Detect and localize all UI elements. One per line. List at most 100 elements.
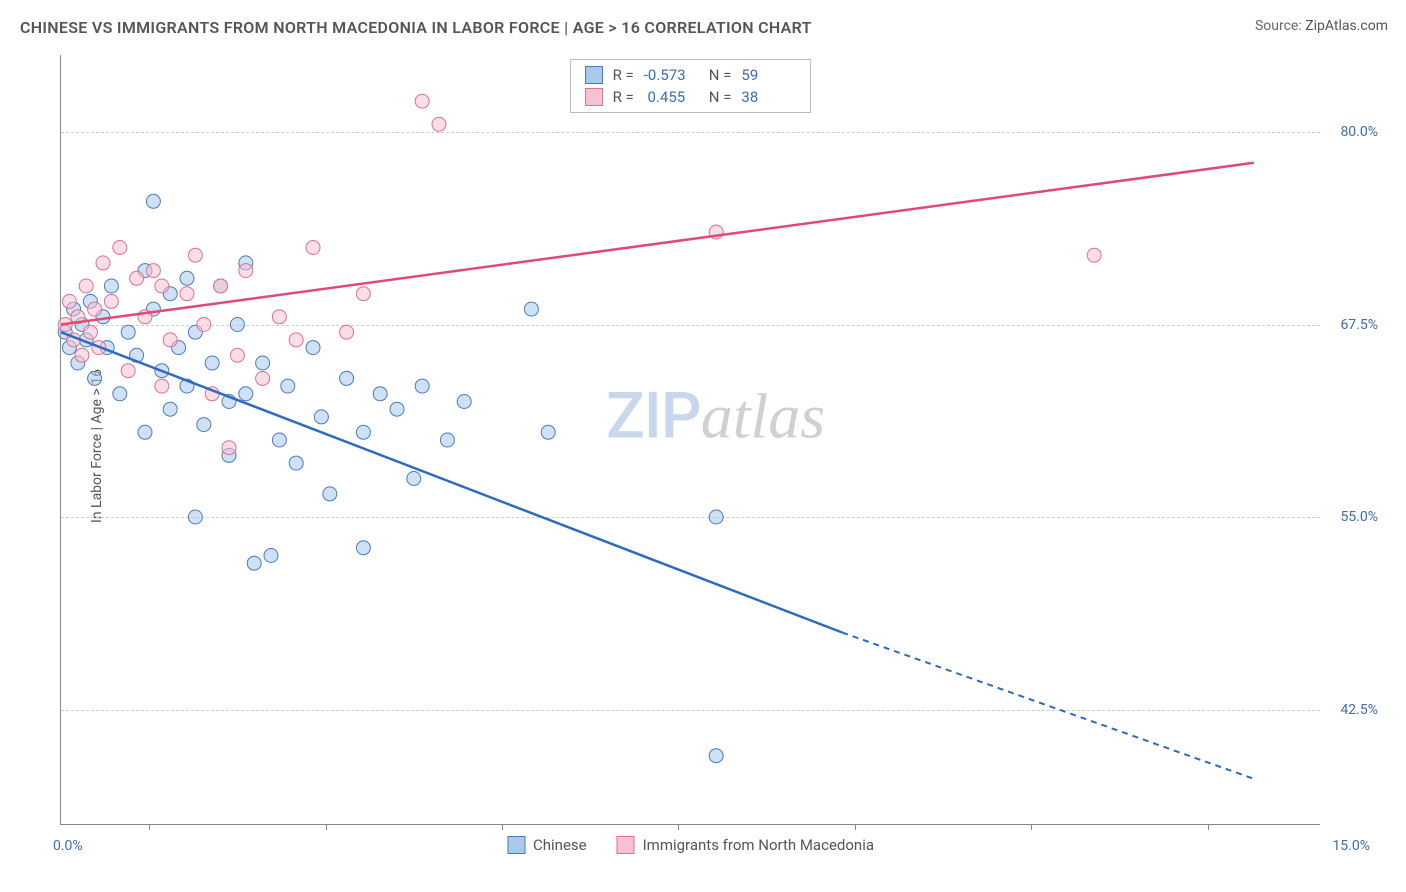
r-value-chinese: -0.573 bbox=[644, 66, 699, 84]
swatch-chinese-bottom bbox=[507, 836, 525, 854]
x-tick bbox=[1031, 824, 1032, 830]
scatter-point bbox=[256, 371, 270, 385]
scatter-point bbox=[104, 279, 118, 293]
scatter-point bbox=[230, 318, 244, 332]
scatter-point bbox=[340, 325, 354, 339]
scatter-point bbox=[121, 325, 135, 339]
scatter-point bbox=[541, 425, 555, 439]
scatter-point bbox=[130, 271, 144, 285]
correlation-legend: R = -0.573 N = 59 R = 0.455 N = 38 bbox=[570, 59, 812, 113]
scatter-svg bbox=[61, 55, 1320, 824]
scatter-point bbox=[138, 425, 152, 439]
scatter-point bbox=[390, 402, 404, 416]
scatter-point bbox=[1087, 248, 1101, 262]
trend-line bbox=[61, 332, 842, 632]
scatter-point bbox=[214, 279, 228, 293]
x-tick bbox=[678, 824, 679, 830]
scatter-point bbox=[524, 302, 538, 316]
x-axis-min-label: 0.0% bbox=[53, 838, 83, 854]
scatter-point bbox=[96, 256, 110, 270]
scatter-point bbox=[88, 302, 102, 316]
source-label: Source: bbox=[1255, 18, 1302, 34]
legend-item-chinese: Chinese bbox=[507, 836, 587, 854]
scatter-point bbox=[407, 472, 421, 486]
x-axis-max-label: 15.0% bbox=[1332, 838, 1370, 854]
plot-area: 42.5%55.0%67.5%80.0% ZIPatlas R = -0.573… bbox=[60, 55, 1320, 825]
r-label: R = bbox=[613, 88, 634, 106]
series-legend: Chinese Immigrants from North Macedonia bbox=[507, 836, 874, 854]
scatter-point bbox=[79, 279, 93, 293]
scatter-point bbox=[180, 287, 194, 301]
scatter-point bbox=[155, 379, 169, 393]
x-tick bbox=[1208, 824, 1209, 830]
r-value-macedonia: 0.455 bbox=[644, 88, 699, 106]
scatter-point bbox=[709, 749, 723, 763]
swatch-macedonia bbox=[585, 88, 603, 106]
trend-line bbox=[61, 163, 1254, 325]
scatter-point bbox=[432, 117, 446, 131]
scatter-point bbox=[88, 371, 102, 385]
scatter-point bbox=[62, 294, 76, 308]
source-link[interactable]: ZipAtlas.com bbox=[1305, 18, 1388, 34]
scatter-point bbox=[247, 556, 261, 570]
n-value-chinese: 59 bbox=[741, 66, 796, 84]
scatter-point bbox=[323, 487, 337, 501]
x-tick bbox=[855, 824, 856, 830]
scatter-point bbox=[180, 271, 194, 285]
scatter-point bbox=[197, 418, 211, 432]
scatter-point bbox=[205, 356, 219, 370]
scatter-point bbox=[415, 379, 429, 393]
scatter-point bbox=[146, 264, 160, 278]
x-tick bbox=[326, 824, 327, 830]
scatter-point bbox=[356, 425, 370, 439]
scatter-point bbox=[272, 433, 286, 447]
scatter-point bbox=[373, 387, 387, 401]
scatter-point bbox=[155, 279, 169, 293]
scatter-point bbox=[222, 441, 236, 455]
scatter-point bbox=[121, 364, 135, 378]
scatter-point bbox=[230, 348, 244, 362]
scatter-point bbox=[457, 395, 471, 409]
scatter-point bbox=[239, 264, 253, 278]
scatter-point bbox=[163, 402, 177, 416]
n-label: N = bbox=[709, 88, 732, 106]
x-tick bbox=[502, 824, 503, 830]
scatter-point bbox=[306, 341, 320, 355]
chart-container: CHINESE VS IMMIGRANTS FROM NORTH MACEDON… bbox=[0, 0, 1406, 892]
swatch-macedonia-bottom bbox=[617, 836, 635, 854]
scatter-point bbox=[272, 310, 286, 324]
scatter-point bbox=[356, 287, 370, 301]
scatter-point bbox=[314, 410, 328, 424]
y-tick-label: 42.5% bbox=[1340, 702, 1378, 718]
scatter-point bbox=[83, 325, 97, 339]
source-attribution: Source: ZipAtlas.com bbox=[1255, 18, 1388, 34]
n-label: N = bbox=[709, 66, 732, 84]
scatter-point bbox=[146, 194, 160, 208]
y-tick-label: 55.0% bbox=[1340, 509, 1378, 525]
y-tick-label: 80.0% bbox=[1340, 124, 1378, 140]
n-value-macedonia: 38 bbox=[741, 88, 796, 106]
legend-item-macedonia: Immigrants from North Macedonia bbox=[617, 836, 874, 854]
scatter-point bbox=[75, 348, 89, 362]
scatter-point bbox=[239, 387, 253, 401]
scatter-point bbox=[415, 94, 429, 108]
legend-label-macedonia: Immigrants from North Macedonia bbox=[643, 836, 874, 854]
correlation-row-macedonia: R = 0.455 N = 38 bbox=[585, 88, 797, 106]
swatch-chinese bbox=[585, 66, 603, 84]
scatter-point bbox=[163, 333, 177, 347]
scatter-point bbox=[188, 510, 202, 524]
chart-title: CHINESE VS IMMIGRANTS FROM NORTH MACEDON… bbox=[20, 18, 812, 37]
scatter-point bbox=[256, 356, 270, 370]
y-tick-label: 67.5% bbox=[1340, 317, 1378, 333]
scatter-point bbox=[264, 549, 278, 563]
scatter-point bbox=[709, 510, 723, 524]
scatter-point bbox=[113, 241, 127, 255]
legend-label-chinese: Chinese bbox=[533, 836, 587, 854]
scatter-point bbox=[104, 294, 118, 308]
scatter-point bbox=[306, 241, 320, 255]
scatter-point bbox=[340, 371, 354, 385]
scatter-point bbox=[440, 433, 454, 447]
scatter-point bbox=[113, 387, 127, 401]
scatter-point bbox=[289, 333, 303, 347]
x-tick bbox=[149, 824, 150, 830]
